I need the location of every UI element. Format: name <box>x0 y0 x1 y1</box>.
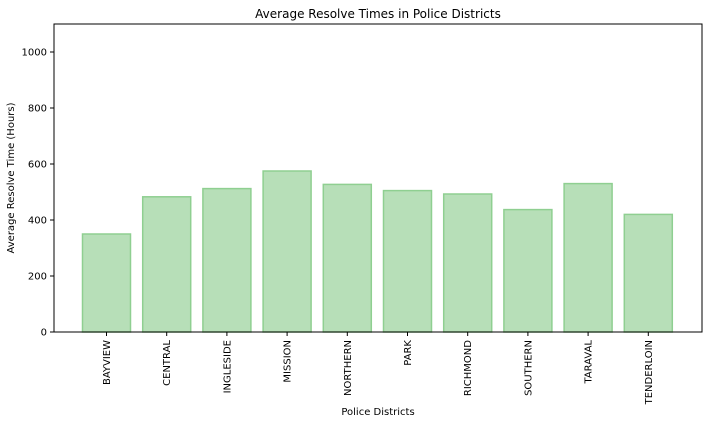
y-tick-label-1000: 1000 <box>22 48 47 59</box>
bar-richmond <box>442 193 493 333</box>
bar-tenderloin <box>623 213 674 333</box>
y-axis-label: Average Resolve Time (Hours) <box>6 102 17 253</box>
bar-central <box>141 196 192 333</box>
x-tick-label-ingleside: INGLESIDE <box>222 340 233 393</box>
y-axis: 0 200 400 600 800 1000 <box>22 48 54 339</box>
x-axis-label: Police Districts <box>341 407 414 418</box>
x-tick-label-tenderloin: TENDERLOIN <box>644 340 655 405</box>
x-tick-label-richmond: RICHMOND <box>463 340 474 396</box>
x-tick-label-central: CENTRAL <box>162 340 173 386</box>
plot-frame <box>53 23 703 333</box>
bar-mission <box>262 170 312 333</box>
chart-title: Average Resolve Times in Police District… <box>255 7 501 21</box>
x-tick-label-northern: NORTHERN <box>343 340 354 396</box>
x-tick-label-taraval: TARAVAL <box>584 340 595 385</box>
bar-northern <box>322 183 373 333</box>
bar-southern <box>503 208 553 333</box>
x-axis: BAYVIEW CENTRAL INGLESIDE MISSION NORTHERN PA… <box>102 332 655 405</box>
bar-ingleside <box>202 187 252 333</box>
bars-group <box>81 170 674 333</box>
y-tick-label-600: 600 <box>28 160 47 171</box>
bar-park <box>382 189 433 333</box>
y-tick-label-400: 400 <box>28 216 47 227</box>
bar-taraval <box>563 182 613 333</box>
x-tick-label-southern: SOUTHERN <box>523 340 534 396</box>
y-tick-label-800: 800 <box>28 104 47 115</box>
y-tick-label-200: 200 <box>28 272 47 283</box>
x-tick-label-bayview: BAYVIEW <box>102 340 113 385</box>
x-tick-label-mission: MISSION <box>283 340 294 383</box>
y-tick-label-0: 0 <box>41 328 47 339</box>
x-tick-label-park: PARK <box>403 340 414 366</box>
bar-bayview <box>81 233 132 333</box>
